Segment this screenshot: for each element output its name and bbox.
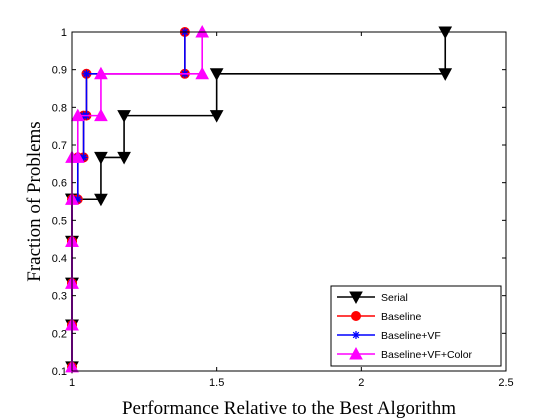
legend-label: Baseline+VF bbox=[381, 330, 441, 342]
x-tick-label: 1 bbox=[69, 377, 75, 389]
y-tick-label: 0.3 bbox=[52, 291, 67, 303]
legend-box bbox=[330, 285, 502, 367]
y-tick-label: 0.9 bbox=[52, 65, 67, 77]
series-layer bbox=[65, 24, 453, 374]
data-point-stroke bbox=[83, 70, 90, 78]
legend-entry: Baseline+VF+Color bbox=[337, 346, 473, 361]
data-point bbox=[70, 108, 85, 122]
data-point bbox=[209, 110, 224, 123]
legend-marker bbox=[352, 331, 360, 339]
y-tick-label: 1 bbox=[61, 27, 67, 39]
legend-marker bbox=[349, 346, 363, 360]
plot-frame bbox=[71, 31, 507, 372]
data-point bbox=[82, 69, 91, 78]
data-point bbox=[94, 108, 108, 122]
x-tick-label: 2.5 bbox=[498, 377, 513, 389]
data-point bbox=[94, 66, 108, 80]
legend-entry: Baseline bbox=[337, 311, 421, 323]
legend-label: Baseline+VF+Color bbox=[381, 349, 473, 361]
data-point bbox=[195, 66, 210, 80]
data-point bbox=[94, 193, 108, 207]
y-tick-label: 0.2 bbox=[52, 328, 67, 340]
legend-label: Serial bbox=[381, 292, 408, 304]
data-point bbox=[117, 151, 131, 165]
y-tick-label: 0.4 bbox=[52, 253, 67, 265]
y-tick-label: 0.5 bbox=[52, 215, 67, 227]
legend: Serial Baseline Baseline+VF Baseline+VF+Col… bbox=[330, 285, 502, 367]
legend-items: Serial Baseline Baseline+VF Baseline+VF+Col… bbox=[337, 291, 473, 361]
legend-label: Baseline bbox=[381, 311, 421, 323]
ticks-layer: 1 1.5 2 2.5 0.1 0.2 0.3 0.4 0.5 0.6 0.7 0.8 0.9 1 bbox=[52, 27, 514, 389]
y-tick-label: 0.6 bbox=[52, 178, 67, 190]
x-tick-label: 1.5 bbox=[209, 377, 224, 389]
x-axis-title: Performance Relative to the Best Algorit… bbox=[122, 398, 456, 419]
legend-marker bbox=[351, 311, 361, 321]
legend-marker bbox=[349, 291, 363, 305]
data-point bbox=[209, 68, 224, 81]
x-tick-label: 2 bbox=[358, 377, 364, 389]
data-point bbox=[94, 151, 108, 165]
legend-entry: Serial bbox=[337, 291, 408, 305]
legend-entry: Baseline+VF bbox=[337, 330, 441, 342]
y-tick-label: 0.7 bbox=[52, 140, 67, 152]
y-axis-title: Fraction of Problems bbox=[24, 121, 45, 281]
data-point bbox=[438, 68, 453, 81]
y-tick-label: 0.8 bbox=[52, 102, 67, 114]
legend-marker-stroke bbox=[352, 331, 360, 339]
data-point bbox=[117, 110, 131, 123]
y-tick-label: 0.1 bbox=[52, 366, 67, 378]
data-point bbox=[70, 150, 85, 163]
